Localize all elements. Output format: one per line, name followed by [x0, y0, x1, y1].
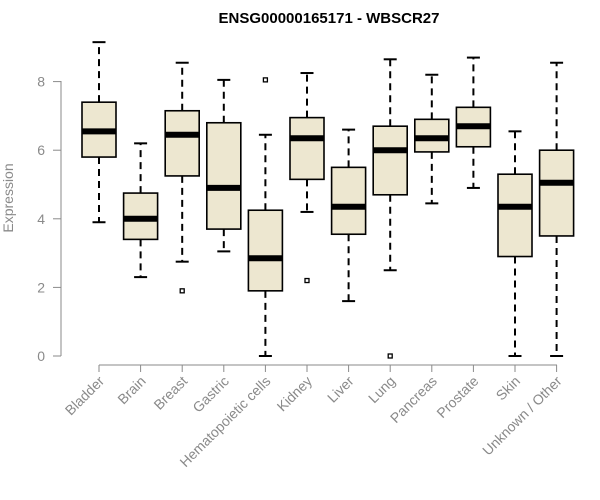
- y-axis-label: Expression: [0, 163, 16, 232]
- box-iqr: [164, 109, 200, 177]
- outlier-point: [387, 353, 393, 359]
- box-group: [122, 142, 159, 279]
- x-tick-label: Brain: [114, 373, 148, 407]
- y-axis-ticks: 0 2 4 6 8: [37, 74, 61, 364]
- y-tick-label: 6: [37, 142, 45, 158]
- box-group: [81, 41, 117, 224]
- box-iqr: [247, 209, 284, 292]
- box-series: [81, 41, 575, 359]
- outlier-point: [179, 288, 185, 294]
- box-iqr: [372, 125, 409, 196]
- outlier-point: [304, 277, 310, 284]
- box-group: [330, 128, 367, 303]
- box-iqr: [538, 149, 575, 237]
- y-tick-label: 0: [37, 348, 45, 364]
- box-group: [538, 61, 575, 357]
- outlier-point: [262, 77, 269, 83]
- box-group: [455, 56, 492, 189]
- box-group: [164, 61, 200, 294]
- chart-title: ENSG00000165171 - WBSCR27: [219, 10, 440, 27]
- box-group: [206, 78, 242, 253]
- x-tick-label: Liver: [324, 373, 357, 406]
- x-tick-label: Unknown / Other: [479, 373, 565, 459]
- y-tick-label: 8: [37, 74, 45, 90]
- x-tick-label: Kidney: [274, 373, 316, 415]
- box-group: [497, 130, 533, 357]
- box-iqr: [497, 173, 533, 258]
- box-group: [247, 77, 284, 357]
- box-group: [413, 73, 450, 205]
- x-tick-label: Skin: [493, 373, 524, 404]
- y-tick-label: 4: [37, 211, 45, 227]
- x-tick-label: Bladder: [62, 373, 108, 419]
- y-tick-label: 2: [37, 279, 45, 295]
- box-iqr: [206, 121, 242, 230]
- box-group: [289, 72, 325, 284]
- x-tick-label: Lung: [365, 373, 398, 406]
- box-iqr: [330, 166, 367, 236]
- box-group: [372, 58, 409, 359]
- x-tick-label: Prostate: [433, 373, 481, 421]
- x-tick-label: Breast: [150, 373, 190, 413]
- box-iqr: [289, 116, 325, 181]
